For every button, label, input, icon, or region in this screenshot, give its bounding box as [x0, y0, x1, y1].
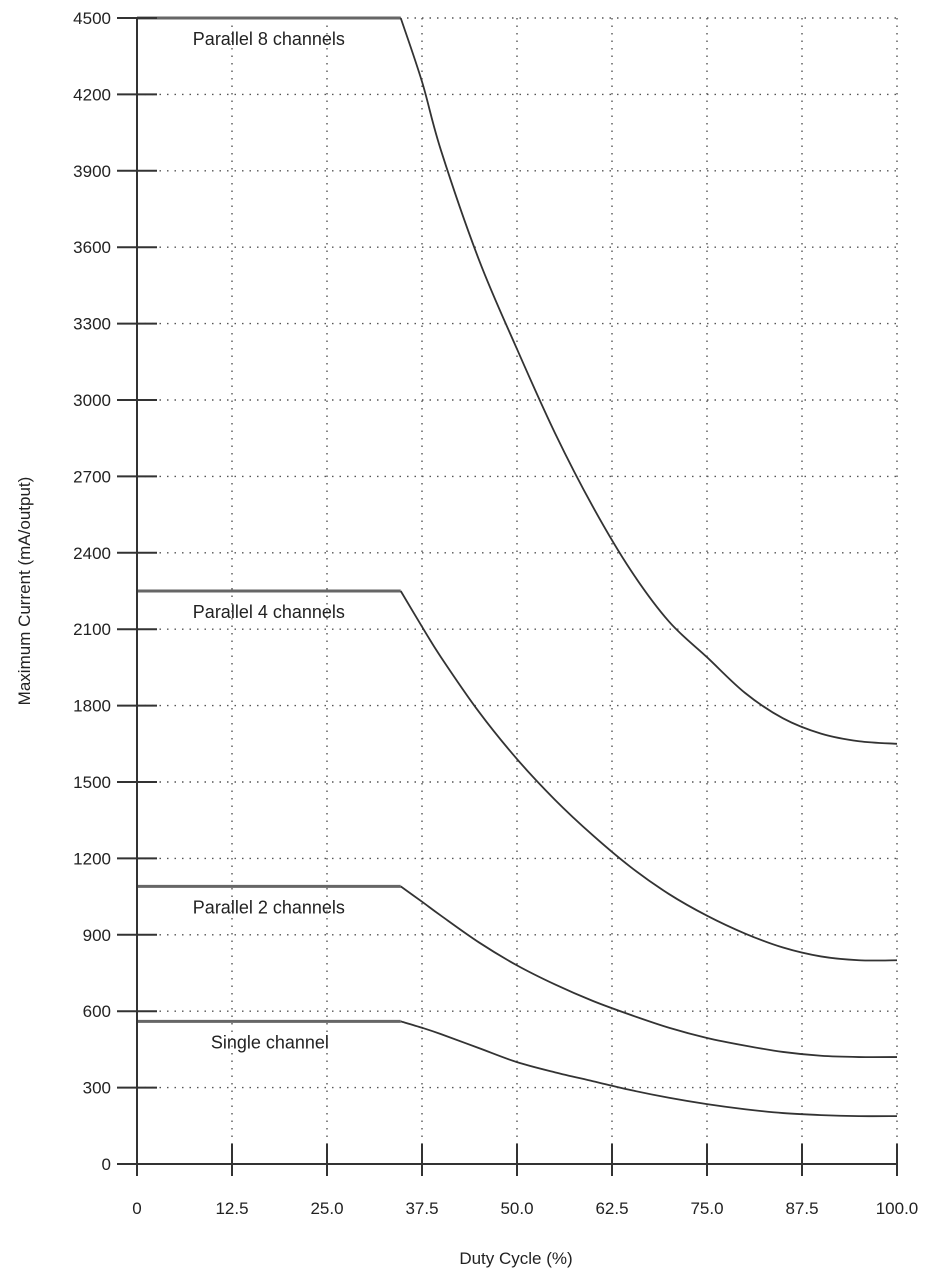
- x-tick-label: 12.5: [215, 1199, 248, 1218]
- y-tick-label: 1200: [73, 849, 111, 868]
- x-tick-label: 50.0: [500, 1199, 533, 1218]
- series-curve-parallel-4-channels: [399, 590, 898, 962]
- y-tick-label: 3000: [73, 391, 111, 410]
- y-tick-label: 0: [102, 1155, 111, 1174]
- x-tick-label: 75.0: [690, 1199, 723, 1218]
- y-tick-label: 600: [83, 1002, 111, 1021]
- x-axis-title: Duty Cycle (%): [459, 1249, 572, 1268]
- series-curve-parallel-8-channels: [399, 17, 898, 745]
- y-tick-label: 4200: [73, 85, 111, 104]
- tick-labels: 0 12.5 25.0 37.5 50.0 62.5 75.0 87.5 100.0 0 300 60…: [73, 9, 918, 1218]
- series-curves: [137, 16, 898, 1118]
- y-tick-label: 1500: [73, 773, 111, 792]
- series-label-parallel-8-channels: Parallel 8 channels: [193, 29, 345, 49]
- x-tick-label: 37.5: [405, 1199, 438, 1218]
- y-tick-label: 4500: [73, 9, 111, 28]
- series-label-parallel-2-channels: Parallel 2 channels: [193, 897, 345, 917]
- tick-marks: [117, 17, 898, 1176]
- y-tick-label: 3900: [73, 162, 111, 181]
- series-curve-parallel-2-channels: [400, 885, 898, 1059]
- series-label-parallel-4-channels: Parallel 4 channels: [193, 602, 345, 622]
- y-tick-label: 3600: [73, 238, 111, 257]
- y-tick-label: 2700: [73, 467, 111, 486]
- y-axis-title: Maximum Current (mA/output): [15, 477, 34, 706]
- x-tick-label: 62.5: [595, 1199, 628, 1218]
- x-tick-label: 87.5: [785, 1199, 818, 1218]
- y-tick-label: 3300: [73, 315, 111, 334]
- y-tick-label: 2100: [73, 620, 111, 639]
- y-tick-label: 900: [83, 926, 111, 945]
- series-curve-single-channel: [400, 1020, 898, 1118]
- y-tick-label: 1800: [73, 697, 111, 716]
- y-tick-label: 300: [83, 1079, 111, 1098]
- y-tick-label: 2400: [73, 544, 111, 563]
- x-tick-label: 0: [132, 1199, 141, 1218]
- series-label-single-channel: Single channel: [211, 1032, 329, 1052]
- series-labels: Parallel 8 channels Parallel 4 channels Pa…: [193, 29, 345, 1052]
- x-tick-label: 25.0: [310, 1199, 343, 1218]
- x-tick-label: 100.0: [876, 1199, 919, 1218]
